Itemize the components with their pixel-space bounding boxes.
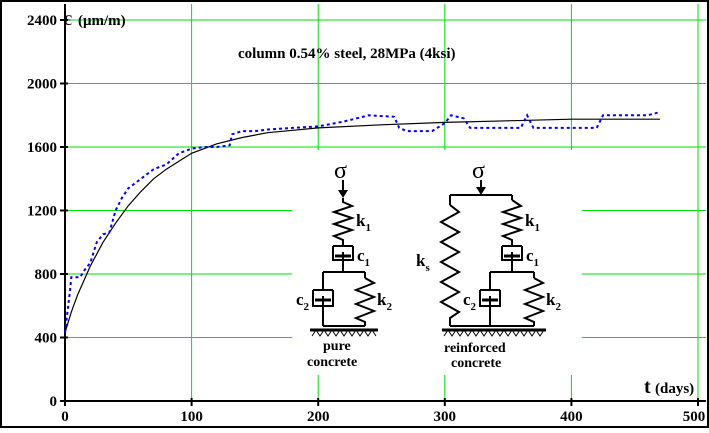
- pure-caption: pure: [323, 339, 351, 354]
- x-axis-unit: (days): [655, 381, 694, 397]
- data-series: [64, 111, 661, 333]
- tick-labels: 0 400 800 1200 1600 2000 2400 0 100 200 300 400 500: [27, 13, 705, 425]
- model-fit-line: [64, 118, 660, 333]
- x-tick-label: 100: [180, 409, 203, 425]
- y-tick-label: 2000: [27, 77, 57, 93]
- spring-ks: [438, 204, 462, 326]
- inset-background: [292, 150, 582, 375]
- ks-label: ks: [416, 251, 430, 274]
- sigma-label: σ: [334, 158, 347, 184]
- y-axis-label: ε: [64, 8, 72, 30]
- reinforced-caption: reinforced: [444, 341, 506, 356]
- measured-strain-line: [64, 111, 661, 333]
- y-tick-label: 1200: [27, 204, 57, 220]
- c2-label-left: c2: [296, 290, 310, 313]
- pure-concrete-model: σ: [310, 158, 378, 337]
- k1-label-right: k1: [525, 211, 540, 234]
- reinforced-concrete-model: σ: [438, 158, 546, 337]
- x-tick-label: 0: [61, 409, 69, 425]
- y-tick-label: 800: [35, 267, 58, 283]
- c1-label-left: c1: [357, 246, 370, 269]
- y-axis-unit: (μm/m): [78, 13, 126, 29]
- sigma-label-right: σ: [472, 158, 485, 184]
- spring-k1: [330, 198, 356, 246]
- x-tick-label: 300: [434, 409, 457, 425]
- x-tick-label: 200: [307, 409, 330, 425]
- axes: [60, 4, 706, 406]
- y-tick-label: 400: [35, 331, 58, 347]
- inset-models: σ k1 c1 c2 k2 pure concrete: [292, 150, 582, 375]
- concrete-caption-left: concrete: [307, 355, 357, 370]
- spring-k2-right: [522, 277, 546, 326]
- x-axis-label: t: [644, 376, 651, 398]
- concrete-caption-right: concrete: [451, 356, 501, 371]
- y-tick-label: 0: [50, 394, 58, 410]
- c1-label-right: c1: [526, 246, 539, 269]
- chart-title: column 0.54% steel, 28MPa (4ksi): [238, 46, 455, 62]
- spring-k2: [353, 277, 377, 326]
- k2-label-left: k2: [377, 290, 392, 313]
- y-tick-label: 2400: [27, 13, 57, 29]
- k2-label-right: k2: [546, 290, 561, 313]
- x-tick-label: 400: [560, 409, 583, 425]
- x-tick-label: 500: [683, 409, 706, 425]
- y-tick-label: 1600: [27, 140, 57, 156]
- c2-label-right: c2: [463, 290, 477, 313]
- spring-k1-right: [499, 199, 525, 246]
- k1-label-left: k1: [356, 211, 371, 234]
